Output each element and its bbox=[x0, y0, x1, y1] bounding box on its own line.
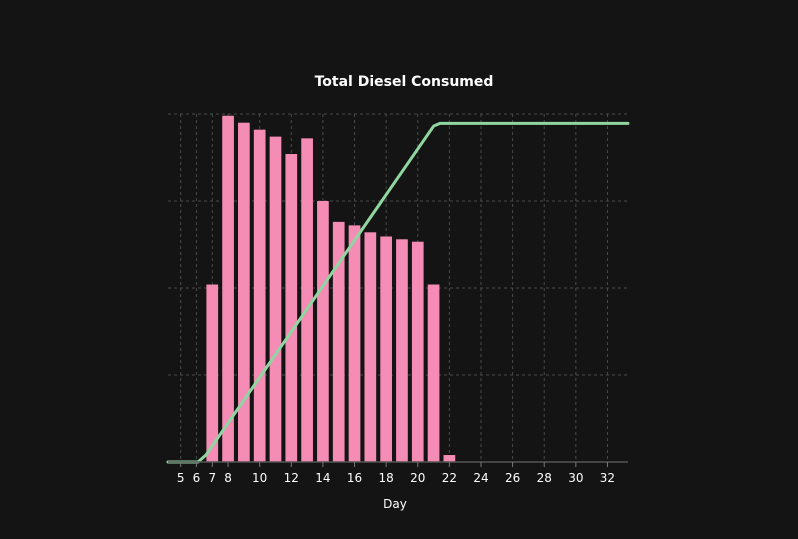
bar bbox=[238, 122, 250, 462]
x-tick-label: 12 bbox=[284, 471, 299, 485]
bar bbox=[364, 232, 377, 462]
bar bbox=[396, 239, 408, 462]
x-tick-labels: 5 6 7 8 10 12 14 16 18 20 22 24 26 28 30 32 bbox=[177, 471, 615, 485]
bar bbox=[222, 115, 234, 463]
x-axis-label: Day bbox=[383, 497, 407, 511]
bar bbox=[427, 284, 440, 462]
x-axis bbox=[168, 461, 628, 467]
bar bbox=[301, 138, 313, 463]
x-tick-label: 18 bbox=[379, 471, 394, 485]
x-tick-label: 22 bbox=[442, 471, 457, 485]
x-tick-label: 24 bbox=[473, 471, 488, 485]
x-tick-label: 28 bbox=[537, 471, 552, 485]
bar bbox=[332, 221, 345, 462]
bar bbox=[443, 455, 456, 462]
x-tick-label: 10 bbox=[252, 471, 267, 485]
bar bbox=[317, 201, 329, 462]
x-tick-label: 30 bbox=[568, 471, 583, 485]
bar bbox=[411, 241, 424, 462]
bars bbox=[206, 115, 456, 463]
x-tick-label: 20 bbox=[410, 471, 425, 485]
chart-title: Total Diesel Consumed bbox=[315, 74, 494, 90]
bar bbox=[206, 284, 219, 462]
x-tick-label: 16 bbox=[347, 471, 362, 485]
bar bbox=[348, 225, 361, 462]
x-tick-label: 8 bbox=[224, 471, 232, 485]
bar bbox=[285, 154, 298, 462]
bar bbox=[253, 129, 266, 462]
x-tick-label: 7 bbox=[208, 471, 216, 485]
x-tick-label: 5 bbox=[177, 471, 185, 485]
x-tick-label: 6 bbox=[193, 471, 201, 485]
x-tick-label: 26 bbox=[505, 471, 520, 485]
x-tick-label: 32 bbox=[600, 471, 615, 485]
x-tick-label: 14 bbox=[315, 471, 330, 485]
bar bbox=[269, 136, 282, 462]
bar bbox=[380, 236, 392, 462]
